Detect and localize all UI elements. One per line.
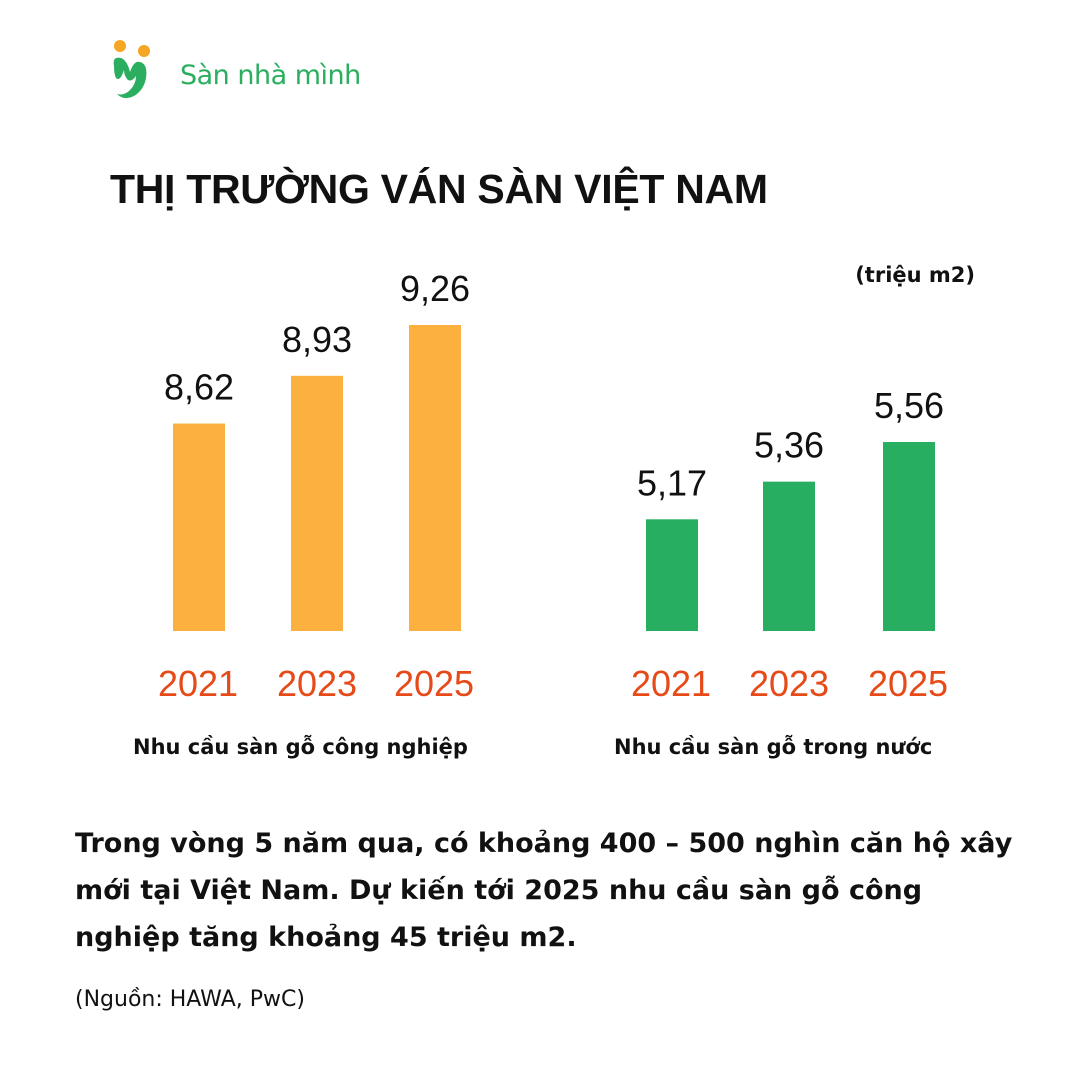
chart-domestic-label: Nhu cầu sàn gỗ trong nước — [614, 735, 933, 759]
tick-label-1-2021: 2021 — [631, 663, 711, 704]
bar-0-2025 — [409, 325, 461, 631]
bar-1-2023 — [763, 481, 815, 631]
unit-label: (triệu m2) — [855, 263, 975, 287]
bar-1-2025 — [883, 442, 935, 631]
bar-1-2021 — [646, 519, 698, 631]
data-label-0-2021: 8,62 — [164, 367, 234, 408]
data-label-1-2025: 5,56 — [874, 385, 944, 426]
tick-label-0-2023: 2023 — [277, 663, 357, 704]
tick-label-1-2025: 2025 — [868, 663, 948, 704]
tick-label-1-2023: 2023 — [749, 663, 829, 704]
page-title: THỊ TRƯỜNG VÁN SÀN VIỆT NAM — [110, 166, 768, 212]
bar-0-2023 — [291, 375, 343, 631]
data-label-0-2023: 8,93 — [282, 319, 352, 360]
data-label-1-2021: 5,17 — [637, 462, 707, 503]
tick-label-0-2021: 2021 — [158, 663, 238, 704]
bar-0-2021 — [173, 423, 225, 631]
summary-paragraph: Trong vòng 5 năm qua, có khoảng 400 – 50… — [75, 828, 1013, 953]
data-label-0-2025: 9,26 — [400, 268, 470, 309]
source-note: (Nguồn: HAWA, PwC) — [75, 987, 305, 1012]
tick-label-0-2025: 2025 — [394, 663, 474, 704]
data-label-1-2023: 5,36 — [754, 425, 824, 466]
people-m-logo-icon — [113, 40, 150, 99]
brand-name: Sàn nhà mình — [180, 60, 361, 91]
chart-industrial-label: Nhu cầu sàn gỗ công nghiệp — [133, 735, 468, 759]
brand-logo: Sàn nhà mình — [108, 38, 388, 108]
